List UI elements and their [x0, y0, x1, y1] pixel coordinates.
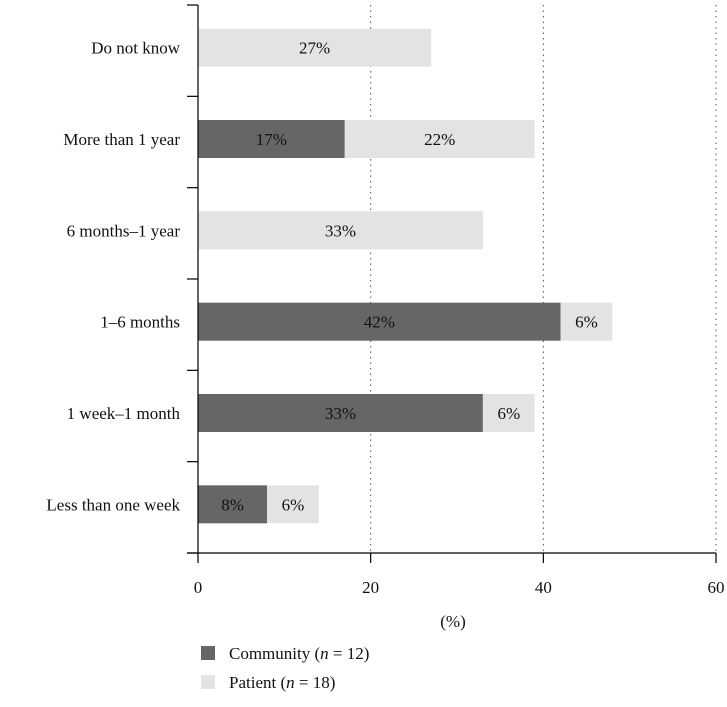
bar-data-label: 8% — [221, 495, 244, 514]
bar-data-label: 6% — [497, 404, 520, 423]
x-tick-label: 0 — [194, 578, 203, 597]
bar-data-label: 33% — [325, 404, 356, 423]
bar-data-label: 6% — [575, 313, 598, 332]
bar-data-label: 42% — [364, 313, 395, 332]
bar-data-label: 27% — [299, 39, 330, 58]
legend-label: Community (n = 12) — [229, 644, 369, 663]
bar-segment — [482, 394, 535, 432]
x-axis-title: (%) — [440, 612, 465, 631]
x-tick-label: 20 — [362, 578, 379, 597]
bar-segment — [198, 485, 268, 524]
bar-segment — [267, 485, 319, 524]
category-label: 1–6 months — [100, 313, 180, 332]
bar-segment — [198, 302, 561, 341]
legend-label: Patient (n = 18) — [229, 673, 335, 692]
category-label: 6 months–1 year — [67, 221, 181, 240]
legend-swatch — [201, 675, 215, 689]
category-label: 1 week–1 month — [67, 404, 181, 423]
x-tick-label: 40 — [535, 578, 552, 597]
bar-data-label: 33% — [325, 221, 356, 240]
bar-data-label: 6% — [282, 495, 305, 514]
bar-segment — [198, 120, 345, 158]
bar-segment — [198, 211, 483, 250]
grid — [370, 5, 717, 553]
bar-segment — [560, 302, 613, 341]
bar-data-label: 17% — [256, 130, 287, 149]
legend: Community (n = 12) Patient (n = 18) — [201, 644, 369, 692]
bar-segment — [198, 394, 483, 432]
category-labels: Do not know More than 1 year 6 months–1 ye… — [46, 39, 180, 515]
category-label: Do not know — [91, 39, 181, 58]
axes — [187, 4, 717, 563]
category-label: Less than one week — [46, 495, 180, 514]
x-tick-label: 60 — [708, 578, 725, 597]
bar-segment — [344, 120, 535, 158]
legend-swatch — [201, 646, 215, 660]
bar-segment — [198, 28, 432, 67]
bar-labels: 27% 17% 22% 33% 42% 6% 33% 6% 8% 6% — [221, 39, 598, 515]
category-label: More than 1 year — [63, 130, 180, 149]
bar-data-label: 22% — [424, 130, 455, 149]
x-tick-labels: 0 20 40 60 — [194, 578, 725, 597]
bars — [198, 28, 613, 524]
